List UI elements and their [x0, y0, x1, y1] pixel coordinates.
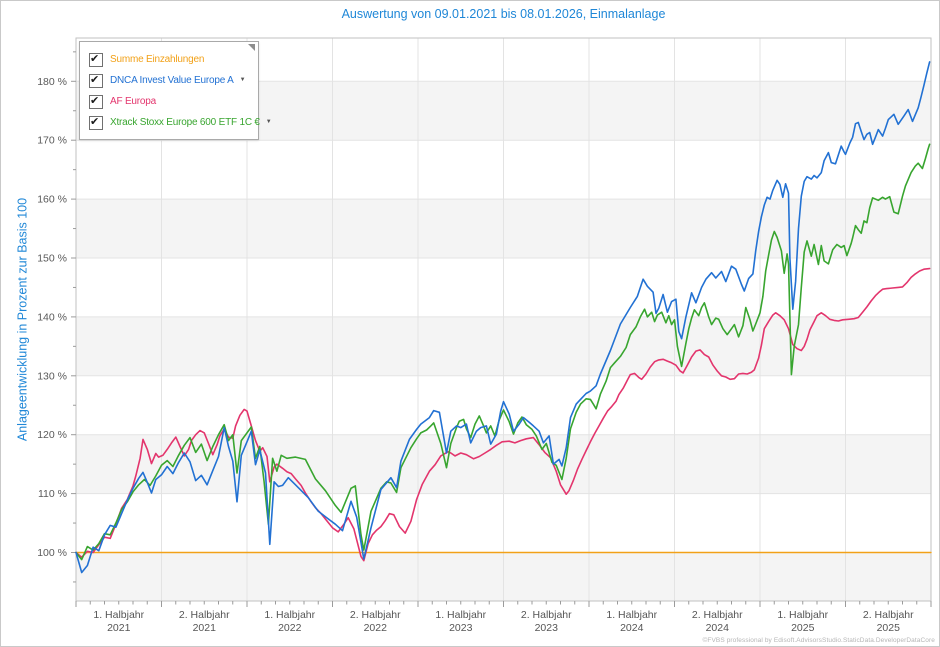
svg-text:140 %: 140 % — [37, 311, 67, 323]
y-tick-labels: 100 % 110 % 120 % 130 % 140 % 150 % 160 % 170 %… — [37, 76, 67, 559]
checkbox-checked-icon[interactable] — [89, 52, 103, 67]
svg-text:2023: 2023 — [449, 622, 473, 634]
legend-row-summe-einzahlungen: Summe Einzahlungen — [80, 49, 258, 70]
legend-row-af-europa: AF Europa — [80, 91, 258, 112]
chevron-down-icon[interactable]: ▼ — [239, 76, 246, 83]
svg-text:2025: 2025 — [791, 622, 815, 634]
y-axis-title: Anlageentwicklung in Prozent zur Basis 1… — [15, 197, 30, 442]
checkbox-checked-icon[interactable] — [89, 73, 103, 88]
series-line-af-europa — [75, 267, 931, 562]
svg-text:2024: 2024 — [620, 622, 644, 634]
svg-text:110 %: 110 % — [38, 488, 67, 500]
svg-text:2022: 2022 — [278, 622, 302, 634]
svg-text:130 %: 130 % — [37, 370, 67, 382]
svg-text:1. Halbjahr: 1. Halbjahr — [435, 609, 486, 621]
svg-text:160 %: 160 % — [37, 194, 67, 206]
legend-item-label: DNCA Invest Value Europe A — [110, 75, 234, 86]
svg-text:1. Halbjahr: 1. Halbjahr — [93, 609, 144, 621]
series-line-xtrack-stoxx-europe-600-etf-1c — [75, 143, 931, 561]
svg-text:2024: 2024 — [706, 622, 730, 634]
footer-credit: ©FVBS professional by Edisoft.AdvisorsSt… — [702, 637, 935, 644]
svg-text:1. Halbjahr: 1. Halbjahr — [264, 609, 315, 621]
svg-text:2022: 2022 — [364, 622, 388, 634]
svg-text:2021: 2021 — [107, 622, 131, 634]
svg-text:170 %: 170 % — [37, 135, 67, 147]
legend-box: Summe Einzahlungen DNCA Invest Value Eur… — [79, 41, 272, 140]
legend-item-label: Summe Einzahlungen — [110, 54, 205, 65]
axis-ticks — [71, 51, 932, 607]
svg-text:2. Halbjahr: 2. Halbjahr — [350, 609, 401, 621]
svg-text:120 %: 120 % — [37, 429, 67, 441]
legend-row-xtrack-stoxx-europe-600: Xtrack Stoxx Europe 600 ETF 1C € ▼ — [80, 112, 272, 133]
svg-text:150 %: 150 % — [37, 253, 67, 265]
legend-resize-handle-icon[interactable] — [248, 44, 255, 51]
legend-item-label: Xtrack Stoxx Europe 600 ETF 1C € — [110, 117, 260, 128]
svg-text:2. Halbjahr: 2. Halbjahr — [692, 609, 743, 621]
svg-text:2. Halbjahr: 2. Halbjahr — [521, 609, 572, 621]
svg-text:180 %: 180 % — [37, 76, 67, 88]
chart-title: Auswertung von 09.01.2021 bis 08.01.2026… — [341, 7, 666, 21]
svg-text:1. Halbjahr: 1. Halbjahr — [606, 609, 657, 621]
svg-text:2021: 2021 — [193, 622, 217, 634]
svg-text:1. Halbjahr: 1. Halbjahr — [777, 609, 828, 621]
svg-text:100 %: 100 % — [37, 547, 67, 559]
svg-text:2. Halbjahr: 2. Halbjahr — [863, 609, 914, 621]
legend-row-dnca-invest-value-europe-a: DNCA Invest Value Europe A ▼ — [80, 70, 258, 91]
svg-text:2025: 2025 — [877, 622, 901, 634]
legend-item-label: AF Europa — [110, 96, 157, 107]
checkbox-checked-icon[interactable] — [89, 94, 103, 109]
checkbox-checked-icon[interactable] — [89, 115, 103, 130]
svg-text:2. Halbjahr: 2. Halbjahr — [179, 609, 230, 621]
series-line-dnca-invest-value-europe-a — [75, 61, 931, 574]
svg-text:2023: 2023 — [535, 622, 559, 634]
chevron-down-icon[interactable]: ▼ — [265, 118, 272, 125]
